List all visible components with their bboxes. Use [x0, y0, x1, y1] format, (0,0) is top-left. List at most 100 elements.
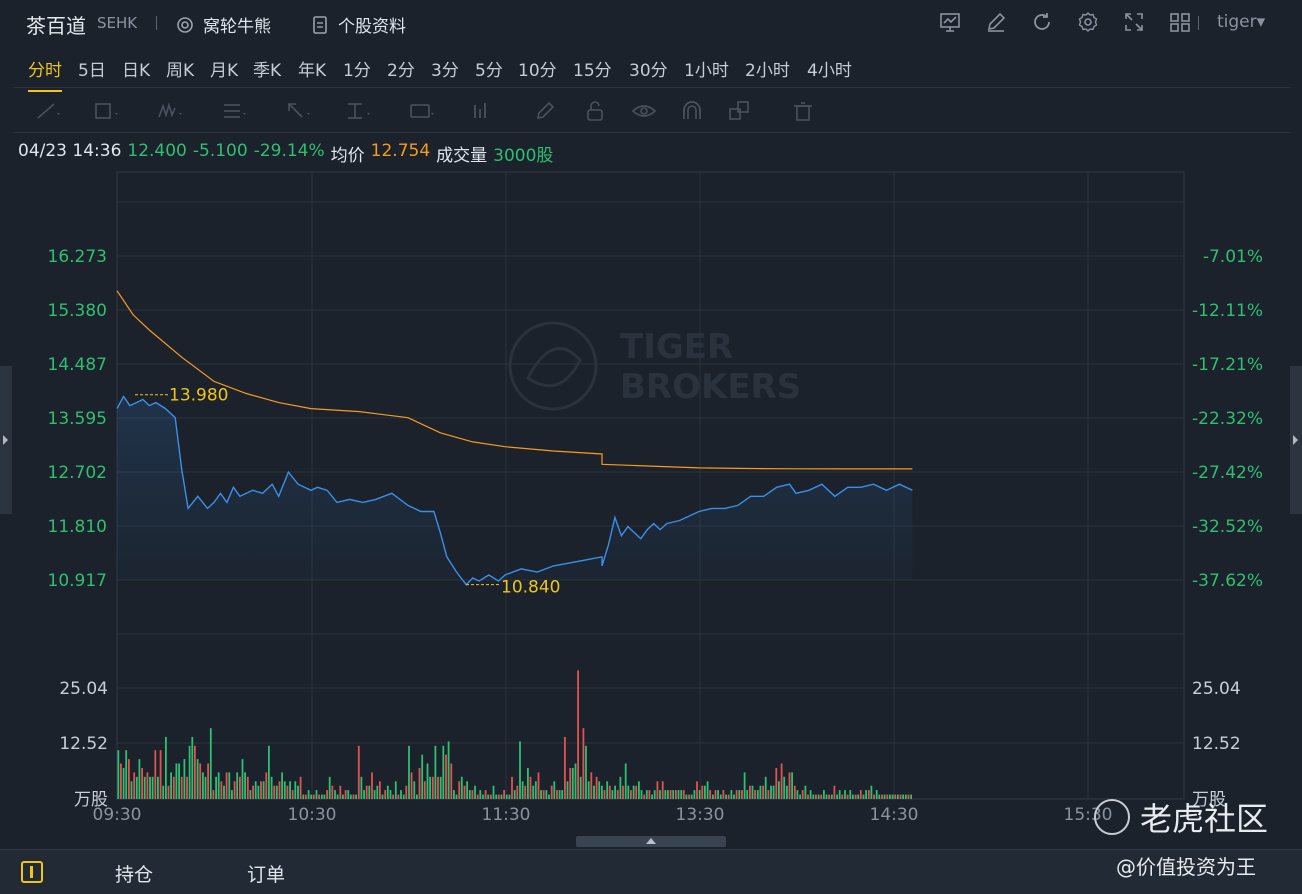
wave-tool-icon[interactable]	[156, 99, 184, 123]
chart-settings-icon[interactable]	[938, 10, 962, 34]
volume-bar	[638, 781, 640, 799]
volume-bar	[133, 772, 136, 799]
warrants-button[interactable]: 窝轮牛熊	[175, 12, 271, 37]
volume-bar	[756, 790, 759, 799]
arrow-tool-icon[interactable]	[284, 99, 312, 123]
volume-bar	[458, 781, 461, 799]
volume-bar	[310, 794, 313, 799]
period-tab[interactable]: 分时	[28, 56, 62, 92]
panel-expand-handle[interactable]	[576, 836, 726, 847]
volume-bar	[516, 785, 519, 799]
volume-bar	[376, 785, 379, 799]
eye-icon[interactable]	[630, 99, 658, 123]
panel-toggle-icon[interactable]	[21, 861, 43, 883]
period-tab[interactable]: 日K	[122, 61, 151, 81]
copy-icon[interactable]	[726, 99, 754, 123]
period-tab[interactable]: 5日	[78, 61, 106, 81]
volume-bar	[191, 736, 194, 799]
volume-bar	[223, 785, 225, 799]
volume-bar	[291, 790, 294, 799]
period-tab[interactable]: 周K	[166, 61, 195, 81]
volume-bar	[442, 745, 445, 799]
volume-bar	[413, 781, 416, 799]
volume-tick-label: 25.04	[59, 679, 108, 699]
volume-bar	[688, 794, 690, 799]
volume-bar	[764, 776, 767, 799]
bar-stat-tool-icon[interactable]	[470, 99, 498, 123]
period-tab[interactable]: 15分	[573, 61, 612, 81]
left-collapse-handle[interactable]	[0, 366, 12, 514]
volume-bar	[268, 745, 270, 799]
volume-bar	[360, 776, 363, 799]
volume-bar	[270, 776, 273, 799]
volume-bar	[339, 785, 342, 799]
volume-bar	[355, 794, 357, 799]
volume-bar	[468, 790, 471, 799]
text-tool-icon[interactable]	[408, 99, 436, 123]
volume-bar	[738, 790, 741, 799]
volume-bar	[479, 790, 482, 799]
layout-grid-icon[interactable]	[1168, 10, 1192, 34]
volume-bar	[624, 763, 627, 799]
profile-label: 个股资料	[338, 17, 406, 37]
volume-bar	[595, 776, 598, 799]
volume-bar	[416, 794, 418, 799]
forum-watermark: 老虎社区	[1094, 794, 1268, 840]
period-tab[interactable]: 30分	[629, 61, 668, 81]
volume-bar	[482, 794, 484, 799]
tab-orders[interactable]: 订单	[247, 864, 286, 886]
period-tab[interactable]: 4小时	[807, 61, 852, 81]
period-tab[interactable]: 10分	[518, 61, 557, 81]
period-tab[interactable]: 季K	[253, 61, 282, 81]
volume-bar	[400, 790, 402, 799]
volume-bar	[741, 790, 743, 799]
volume-bar	[611, 790, 614, 799]
volume-bar	[434, 745, 437, 799]
pen-tool-icon[interactable]	[532, 99, 560, 123]
period-tab[interactable]: 1小时	[684, 61, 729, 81]
refresh-icon[interactable]	[1030, 10, 1054, 34]
period-tab[interactable]: 2分	[387, 61, 415, 81]
measure-tool-icon[interactable]	[344, 99, 372, 123]
volume-bar	[484, 790, 487, 799]
volume-bar	[820, 794, 823, 799]
fullscreen-icon[interactable]	[1122, 10, 1146, 34]
volume-bar	[833, 785, 836, 799]
volume-bar	[352, 794, 355, 799]
gear-icon[interactable]	[1076, 10, 1100, 34]
volume-bar	[135, 776, 138, 799]
profile-button[interactable]: 个股资料	[310, 12, 406, 37]
right-collapse-handle[interactable]	[1290, 366, 1302, 514]
fibonacci-tool-icon[interactable]	[220, 99, 248, 123]
tab-positions[interactable]: 持仓	[115, 864, 154, 886]
volume-bar	[791, 772, 793, 799]
period-tab[interactable]: 年K	[298, 61, 327, 81]
edit-icon[interactable]	[984, 10, 1008, 34]
user-menu[interactable]: tiger▾	[1217, 12, 1265, 32]
period-tab[interactable]: 5分	[475, 61, 503, 81]
line-tool-icon[interactable]	[34, 99, 62, 123]
volume-bar	[334, 790, 336, 799]
volume-bar	[873, 794, 875, 799]
volume-bar	[590, 772, 593, 799]
volume-bar	[151, 776, 154, 799]
volume-bar	[857, 794, 860, 799]
period-tab[interactable]: 2小时	[745, 61, 790, 81]
volume-bar	[289, 781, 291, 799]
magnet-icon[interactable]	[678, 99, 706, 123]
volume-bar	[886, 794, 889, 799]
period-tab[interactable]: 3分	[431, 61, 459, 81]
volume-bar	[830, 794, 833, 799]
rectangle-tool-icon[interactable]	[92, 99, 120, 123]
volume-bar	[733, 794, 735, 799]
volume-bar	[466, 781, 468, 799]
volume-bar	[453, 790, 455, 799]
period-tab[interactable]: 1分	[343, 61, 371, 81]
volume-bar	[619, 776, 622, 799]
lock-icon[interactable]	[582, 99, 610, 123]
trash-icon[interactable]	[790, 99, 818, 123]
volume-bar	[881, 794, 883, 799]
period-tab[interactable]: 月K	[210, 61, 239, 81]
volume-bar	[315, 790, 318, 799]
